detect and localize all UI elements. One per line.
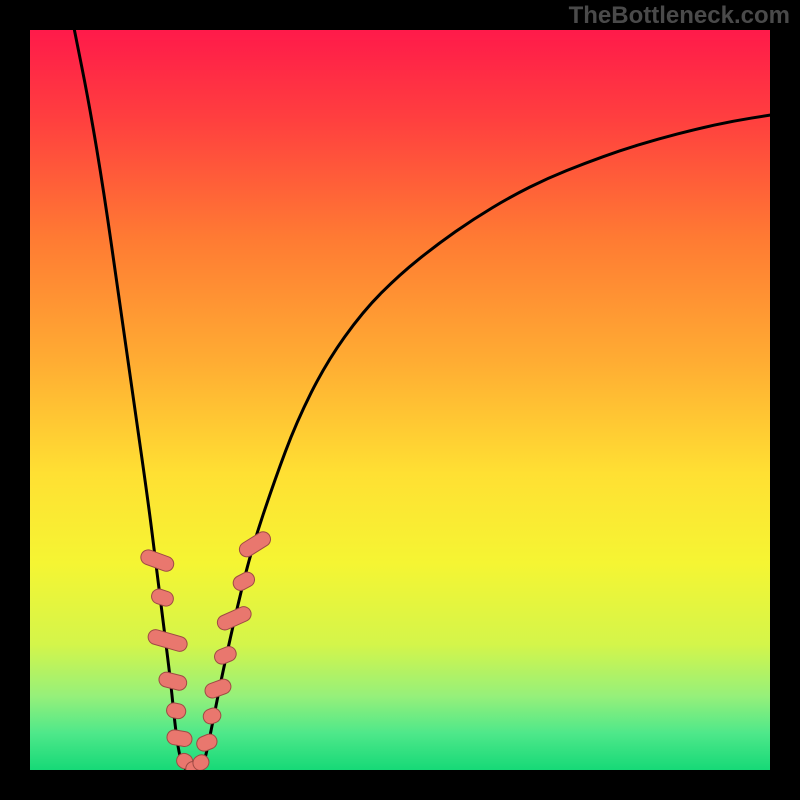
chart-frame: TheBottleneck.com [0, 0, 800, 800]
plot-background-gradient [30, 30, 770, 770]
bottleneck-chart [0, 0, 800, 800]
watermark-text: TheBottleneck.com [569, 2, 790, 30]
